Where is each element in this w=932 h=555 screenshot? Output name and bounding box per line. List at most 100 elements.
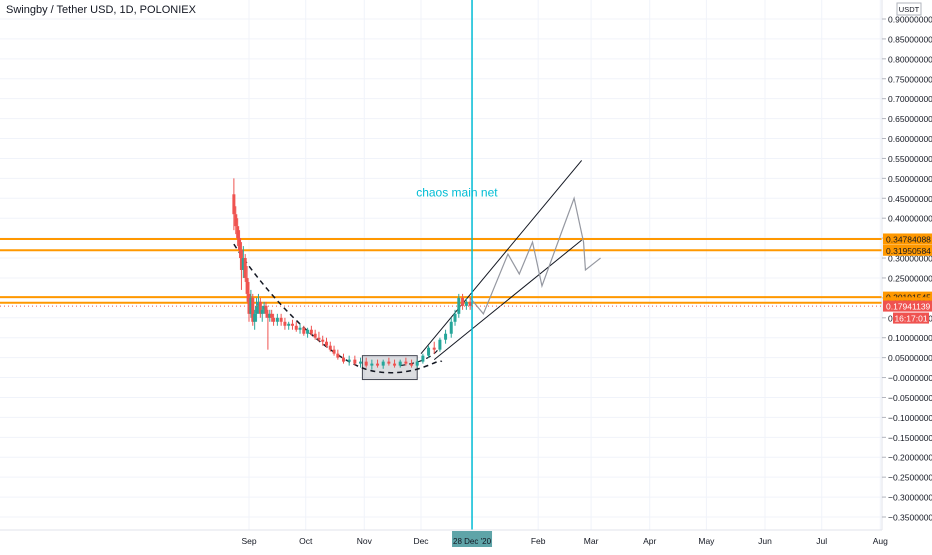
countdown-label: 16:17:01 [894,314,927,324]
candle-body [302,327,306,334]
candle-body [266,313,270,318]
candle-body [432,347,436,350]
y-tick-label: 0.60000000 [888,134,932,144]
candle-body [290,323,294,326]
candle-body [258,301,262,314]
y-tick-label: 0.55000000 [888,154,932,164]
consolidation-box [361,355,418,381]
candle-body [268,313,272,318]
candle-body [241,258,245,270]
channel-upper-line [420,160,583,354]
candle-body [415,361,419,366]
x-tick-label: Jul [816,536,827,546]
rounding-bottom-curve [233,243,443,374]
candle-body [449,321,453,334]
candle-body [260,309,264,314]
y-tick-label: −0.20000000 [888,453,932,463]
candle-body [243,258,247,278]
price-level-tag-bg [883,291,932,303]
candle-body [249,297,253,314]
candle-body [298,327,302,330]
countdown-bg [893,312,929,324]
candle-body [275,317,279,322]
x-tick-label: Oct [299,536,313,546]
x-tick-label: Dec [413,536,429,546]
candle-body [370,363,374,366]
y-tick-label: −0.25000000 [888,473,932,483]
candle-body [387,361,391,364]
candle-body [232,194,236,215]
candle-body [427,347,431,356]
y-tick-label: −0.05000000 [888,393,932,403]
annotation-text: chaos main net [416,185,498,199]
candle-body [283,321,287,326]
candle-body [444,333,448,340]
candle-body [421,355,425,362]
candle-body [468,301,472,306]
candle-body [264,305,268,314]
candle-body [247,293,251,314]
candle-body [245,277,249,294]
y-tick-label: 0.30000000 [888,254,932,264]
y-tick-label: 0.10000000 [888,333,932,343]
candle-body [393,363,397,366]
time-axis-background [0,530,882,550]
currency-box [896,2,922,16]
candle-body [321,339,325,342]
y-tick-label: −0.35000000 [888,513,932,523]
candle-body [353,359,357,364]
candle-body [438,339,442,350]
y-tick-label: 0.85000000 [888,34,932,44]
vertical-line-date-tag-bg [452,531,493,547]
price-level-tag: 0.31950584 [886,246,931,256]
candle-body [309,329,313,334]
price-axis-background [882,0,932,550]
y-tick-label: 0.65000000 [888,114,932,124]
price-level-lines [0,237,882,304]
y-tick-label: 0.45000000 [888,194,932,204]
x-tick-label: Aug [873,536,888,546]
y-tick-label: 0.75000000 [888,74,932,84]
candle-body [294,325,298,330]
x-tick-label: Jun [758,536,772,546]
candle-body [457,297,461,314]
dashed-rise-line [400,349,439,367]
candle-body [464,301,468,306]
candle-body [287,323,291,326]
channel-lower-line [433,239,582,361]
price-level-tag-bg [883,244,932,256]
price-level-tag-bg [883,233,932,245]
candle-body [256,301,260,306]
x-tick-label: Sep [241,536,256,546]
candle-body [279,317,283,322]
candle-body [270,313,274,318]
last-price-tag: 0.17941139 [886,302,931,312]
vertical-line-date-tag: 28 Dec '20 [453,537,492,546]
candle-body [410,363,414,366]
candle-body [381,361,385,366]
candle-body [398,361,402,366]
candle-body [347,359,351,362]
x-tick-label: May [698,536,715,546]
candle-body [461,297,465,306]
y-tick-label: 0.25000000 [888,273,932,283]
candle-body [253,313,257,322]
candle-body [336,353,340,358]
x-tick-label: Apr [643,536,656,546]
y-tick-label: 0.90000000 [888,15,932,25]
x-tick-label: Nov [357,536,373,546]
x-tick-label: Feb [531,536,546,546]
plot-background [0,0,882,530]
candle-body [234,214,238,227]
y-tick-label: −0.10000000 [888,413,932,423]
currency-label: USDT [899,5,920,14]
y-tick-label: 0.05000000 [888,353,932,363]
chart-title: Swingby / Tether USD, 1D, POLONIEX [6,4,196,16]
candle-body [272,317,276,322]
candles [232,178,472,370]
time-axis-labels: Sep Oct Nov Dec Feb Mar Apr May Jun Jul Aug [241,536,888,546]
candle-body [332,349,336,354]
